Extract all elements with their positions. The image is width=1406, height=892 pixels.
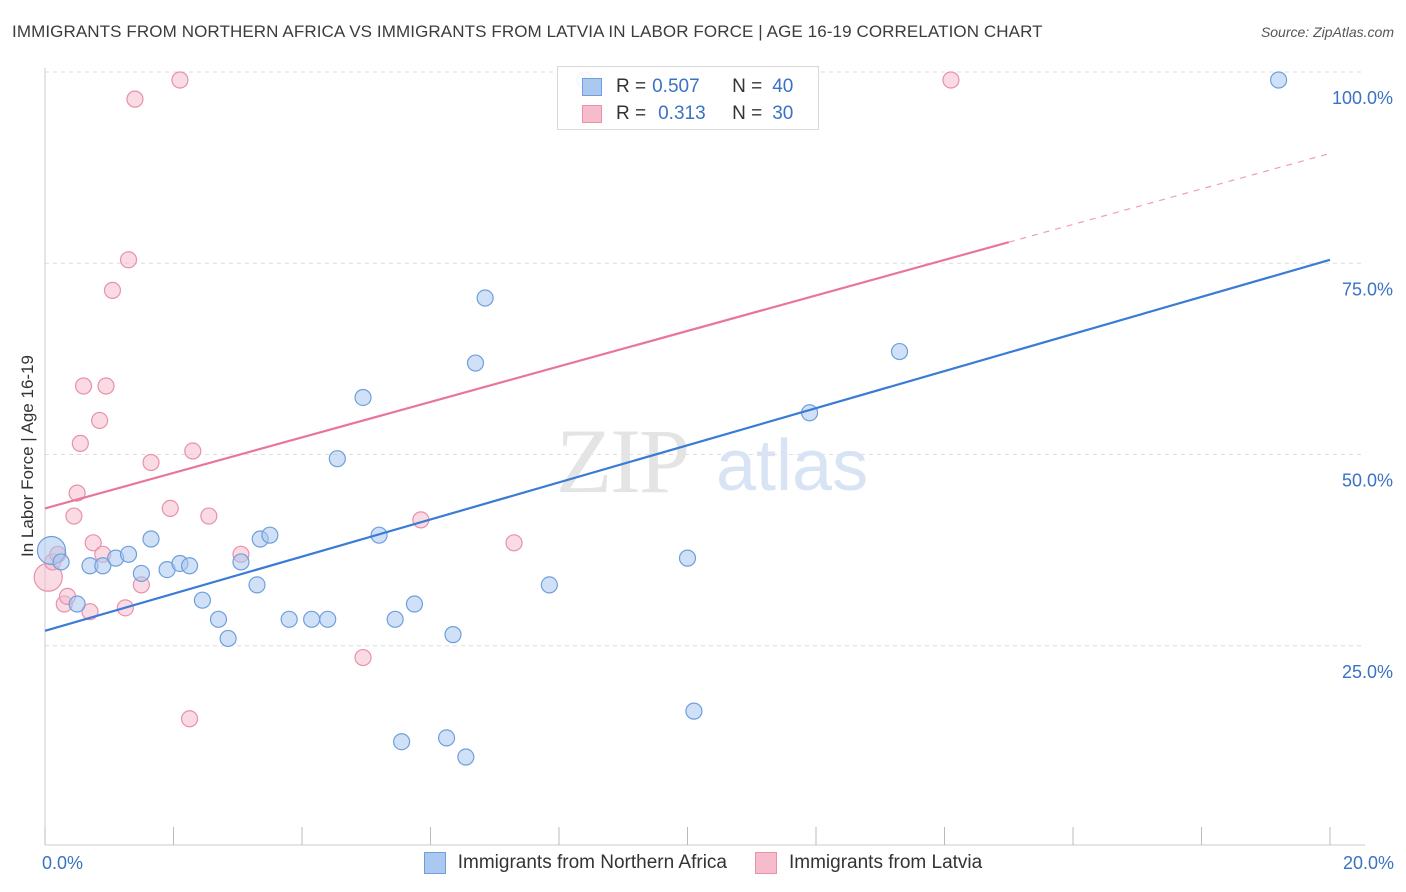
northern-africa-point	[52, 553, 70, 571]
northern-africa-point	[132, 564, 150, 583]
northern-africa-point	[405, 595, 424, 613]
northern-africa-point	[119, 545, 138, 563]
northern-africa-point	[476, 289, 494, 307]
watermark: ZIP atlas	[556, 410, 868, 512]
northern-africa-point	[209, 610, 228, 628]
y-tick-labels: 25.0% 50.0% 75.0% 100.0%	[1332, 88, 1393, 682]
trend-lines	[44, 152, 1331, 632]
gridlines	[45, 71, 1365, 647]
axes	[44, 68, 1365, 846]
northern-africa-point	[193, 591, 212, 609]
northern-africa-point	[232, 553, 250, 571]
legend-swatch-blue	[582, 78, 602, 96]
northern-africa-point	[437, 729, 456, 747]
northern-africa-point	[248, 576, 266, 594]
northern-africa-point	[1269, 71, 1288, 89]
y-axis-label: In Labor Force | Age 16-19	[18, 355, 37, 557]
latvia-point	[103, 281, 122, 299]
legend-r-value: 0.507	[652, 76, 700, 97]
northern-africa-point	[457, 748, 475, 766]
latvia-point	[180, 710, 199, 728]
legend-r-label: R =	[616, 76, 647, 97]
legend-item-northern-africa[interactable]: Immigrants from Northern Africa	[423, 852, 727, 874]
northern-africa-point	[328, 450, 346, 468]
series-northern-africa-points	[36, 71, 1288, 766]
latvia-point	[65, 507, 83, 525]
northern-africa-point	[261, 526, 279, 544]
y-tick-label-50: 50.0%	[1342, 471, 1393, 491]
northern-africa-point	[280, 610, 298, 628]
northern-africa-point	[392, 733, 411, 751]
latvia-point	[200, 507, 218, 525]
legend-n-value: 40	[772, 76, 794, 97]
latvia-point	[161, 499, 179, 517]
x-tick-label-min: 0.0%	[42, 853, 84, 873]
northern-africa-point	[354, 388, 372, 407]
series-legend: Immigrants from Northern Africa Immigran…	[0, 852, 1406, 874]
northern-africa-point	[180, 557, 199, 575]
chart-title: IMMIGRANTS FROM NORTHERN AFRICA VS IMMIG…	[12, 22, 1043, 41]
latvia-point	[68, 484, 86, 502]
northern-africa-point	[386, 610, 404, 628]
y-tick-label-25: 25.0%	[1342, 662, 1393, 682]
source-label: Source: ZipAtlas.com	[1260, 24, 1394, 40]
correlation-legend: R = 0.507 N = 40 R = 0.313 N = 30	[557, 66, 819, 130]
latvia-point	[71, 434, 89, 452]
latvia-point	[184, 442, 202, 460]
latvia-point	[142, 453, 160, 472]
legend-n-label: N =	[732, 103, 763, 124]
y-tick-label-100: 100.0%	[1332, 88, 1393, 108]
legend-r-label: R =	[616, 103, 647, 124]
northern-africa-point	[890, 342, 909, 361]
latvia-point	[91, 411, 109, 430]
northern-africa-point	[319, 610, 337, 628]
legend-swatch-blue	[423, 852, 446, 874]
watermark-atlas: atlas	[716, 426, 868, 506]
series-latvia-points	[33, 71, 960, 728]
legend-n-label: N =	[732, 76, 763, 97]
northern-africa-point	[678, 549, 697, 567]
northern-africa-point	[68, 595, 86, 613]
legend-n-value: 30	[772, 103, 794, 124]
trend-line-latvia	[44, 241, 1010, 510]
northern-africa-point	[444, 626, 462, 644]
northern-africa-point	[540, 576, 558, 594]
legend-row-northern-africa: R = 0.507 N = 40	[582, 75, 793, 99]
latvia-point	[74, 377, 93, 395]
trend-line-latvia-extension	[1008, 152, 1331, 243]
latvia-point	[97, 377, 115, 395]
northern-africa-point	[142, 530, 160, 548]
latvia-point	[942, 71, 960, 89]
x-tick-label-max: 20.0%	[1342, 853, 1394, 873]
latvia-point	[354, 648, 372, 667]
latvia-point	[505, 534, 523, 552]
northern-africa-point	[219, 629, 237, 648]
legend-r-value: 0.313	[658, 103, 706, 124]
y-tick-label-75: 75.0%	[1342, 279, 1393, 299]
latvia-point	[119, 251, 138, 269]
legend-swatch-pink	[755, 852, 777, 874]
northern-africa-point	[685, 702, 703, 720]
trend-line-northern-africa	[44, 258, 1331, 632]
latvia-point	[84, 534, 102, 552]
latvia-point	[126, 90, 144, 108]
northern-africa-point	[303, 610, 321, 628]
northern-africa-point	[94, 557, 112, 575]
legend-item-label: Immigrants from Latvia	[789, 852, 983, 873]
legend-item-latvia[interactable]: Immigrants from Latvia	[755, 852, 982, 874]
legend-row-latvia: R = 0.313 N = 30	[582, 102, 793, 126]
legend-item-label: Immigrants from Northern Africa	[457, 852, 727, 873]
watermark-zip: ZIP	[556, 410, 688, 512]
latvia-point	[171, 71, 189, 89]
legend-swatch-pink	[582, 105, 602, 123]
northern-africa-point	[466, 354, 485, 372]
